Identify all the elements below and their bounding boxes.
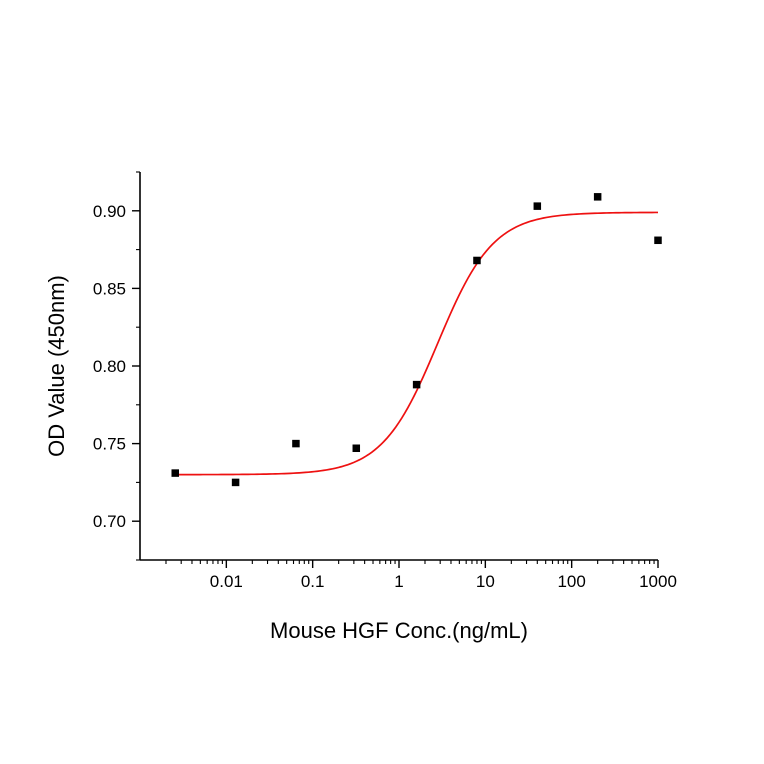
data-point: [473, 256, 481, 265]
data-point: [533, 202, 542, 210]
x-tick-label: 0.1: [301, 572, 325, 591]
fit-curve: [175, 211, 659, 476]
y-tick-label: 0.80: [93, 357, 126, 376]
plot-area: 0.01 0.1 1 10 100 1000 0.70 0.75 0.80 0.85 0.90: [93, 171, 677, 591]
x-axis-title: Mouse HGF Conc.(ng/mL): [270, 618, 528, 643]
x-tick-label: 0.01: [210, 572, 243, 591]
data-point: [593, 193, 602, 201]
data-point: [231, 478, 240, 487]
y-tick-label: 0.75: [93, 435, 126, 454]
data-point: [352, 444, 361, 453]
x-tick-label: 100: [557, 572, 585, 591]
data-point: [292, 439, 300, 448]
x-tick-label: 1: [394, 572, 403, 591]
x-tick-label: 10: [476, 572, 495, 591]
y-tick-label: 0.70: [93, 512, 126, 531]
y-axis-title: OD Value (450nm): [44, 275, 69, 457]
data-point: [654, 236, 662, 245]
y-tick-label: 0.85: [93, 279, 126, 298]
y-tick-label: 0.90: [93, 202, 126, 221]
data-point: [171, 469, 179, 477]
data-point: [412, 380, 421, 389]
x-tick-label: 1000: [639, 572, 677, 591]
